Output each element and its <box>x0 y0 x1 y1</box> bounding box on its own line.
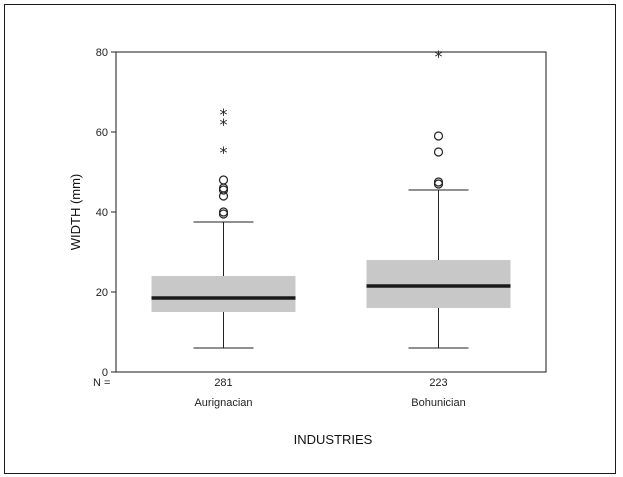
box-iqr <box>151 276 296 312</box>
x-tick-label: Bohunician <box>411 397 465 409</box>
x-axis-label: INDUSTRIES <box>294 432 373 447</box>
y-tick-label: 60 <box>96 127 108 139</box>
figure-frame <box>4 4 616 474</box>
x-tick-label: Aurignacian <box>194 397 252 409</box>
extreme-point: * <box>220 105 228 124</box>
n-count: 281 <box>214 377 232 389</box>
y-tick-label: 80 <box>96 47 108 59</box>
y-tick-label: 20 <box>96 287 108 299</box>
y-axis: 0 20 40 60 80 <box>96 47 116 379</box>
extreme-point: * <box>220 143 228 162</box>
box-group: * 223 Bohunician <box>366 47 511 409</box>
outlier-point <box>218 207 229 217</box>
outlier-point <box>433 147 444 157</box>
box-iqr <box>366 260 511 308</box>
extreme-point: * <box>435 47 443 66</box>
y-tick-label: 0 <box>102 367 108 379</box>
y-axis-label: WIDTH (mm) <box>68 174 83 251</box>
plot-area-border <box>115 51 547 373</box>
n-label: N = <box>93 377 110 389</box>
y-tick-label: 40 <box>96 207 108 219</box>
outlier-point <box>218 175 229 185</box>
outlier-point <box>433 177 444 187</box>
outlier-point <box>433 131 444 141</box>
n-count: 223 <box>429 377 447 389</box>
extreme-point: * <box>220 115 228 134</box>
